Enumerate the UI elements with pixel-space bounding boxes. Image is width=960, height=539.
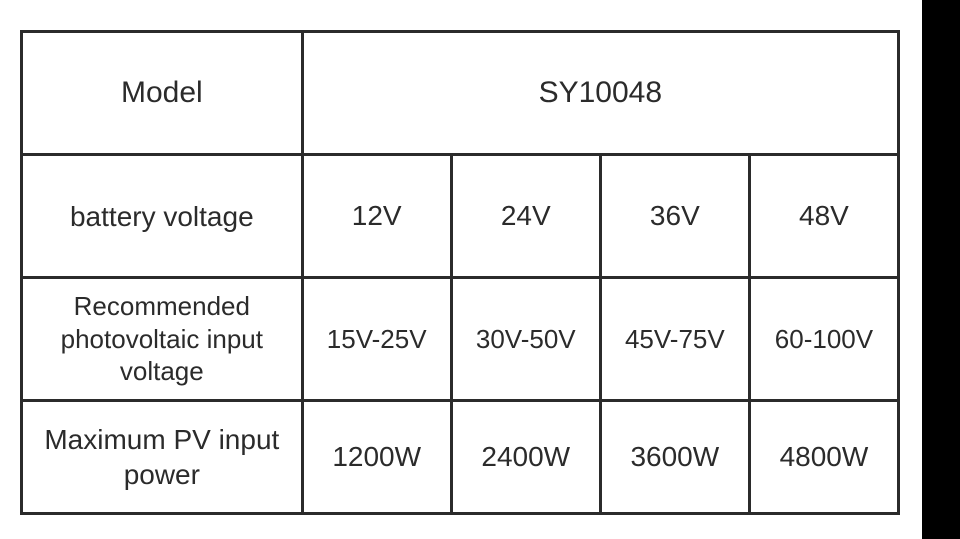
value-text: 15V-25V — [327, 324, 427, 354]
value-text: 36V — [650, 200, 700, 231]
value-text: 60-100V — [775, 324, 873, 354]
value-text: 1200W — [332, 441, 421, 472]
value-text: 3600W — [630, 441, 719, 472]
value-text: 30V-50V — [476, 324, 576, 354]
value-text: SY10048 — [539, 76, 662, 109]
value-text: 12V — [352, 200, 402, 231]
table-row: Model SY10048 — [22, 32, 899, 155]
value-text: 4800W — [780, 441, 869, 472]
label-text: Maximum PV input power — [23, 422, 301, 492]
model-value: SY10048 — [302, 32, 898, 155]
cell-value: 45V-75V — [600, 278, 749, 401]
side-black-strip — [922, 0, 960, 539]
cell-value: 1200W — [302, 401, 451, 514]
row-label-pv-input-voltage: Recommended photovoltaic input voltage — [22, 278, 303, 401]
row-label-model: Model — [22, 32, 303, 155]
label-text: Recommended photovoltaic input voltage — [23, 290, 301, 388]
cell-value: 2400W — [451, 401, 600, 514]
cell-value: 4800W — [749, 401, 898, 514]
cell-value: 30V-50V — [451, 278, 600, 401]
spec-table-container: Model SY10048 battery voltage 12V 24V 36… — [20, 30, 900, 515]
cell-value: 12V — [302, 155, 451, 278]
spec-table: Model SY10048 battery voltage 12V 24V 36… — [20, 30, 900, 515]
row-label-battery-voltage: battery voltage — [22, 155, 303, 278]
row-label-max-pv-power: Maximum PV input power — [22, 401, 303, 514]
cell-value: 48V — [749, 155, 898, 278]
cell-value: 3600W — [600, 401, 749, 514]
table-row: Maximum PV input power 1200W 2400W 3600W… — [22, 401, 899, 514]
value-text: 24V — [501, 200, 551, 231]
label-text: Model — [121, 74, 203, 112]
value-text: 45V-75V — [625, 324, 725, 354]
cell-value: 24V — [451, 155, 600, 278]
cell-value: 36V — [600, 155, 749, 278]
cell-value: 15V-25V — [302, 278, 451, 401]
value-text: 2400W — [481, 441, 570, 472]
value-text: 48V — [799, 200, 849, 231]
table-row: battery voltage 12V 24V 36V 48V — [22, 155, 899, 278]
page: Model SY10048 battery voltage 12V 24V 36… — [0, 0, 960, 539]
table-row: Recommended photovoltaic input voltage 1… — [22, 278, 899, 401]
cell-value: 60-100V — [749, 278, 898, 401]
label-text: battery voltage — [70, 199, 254, 234]
